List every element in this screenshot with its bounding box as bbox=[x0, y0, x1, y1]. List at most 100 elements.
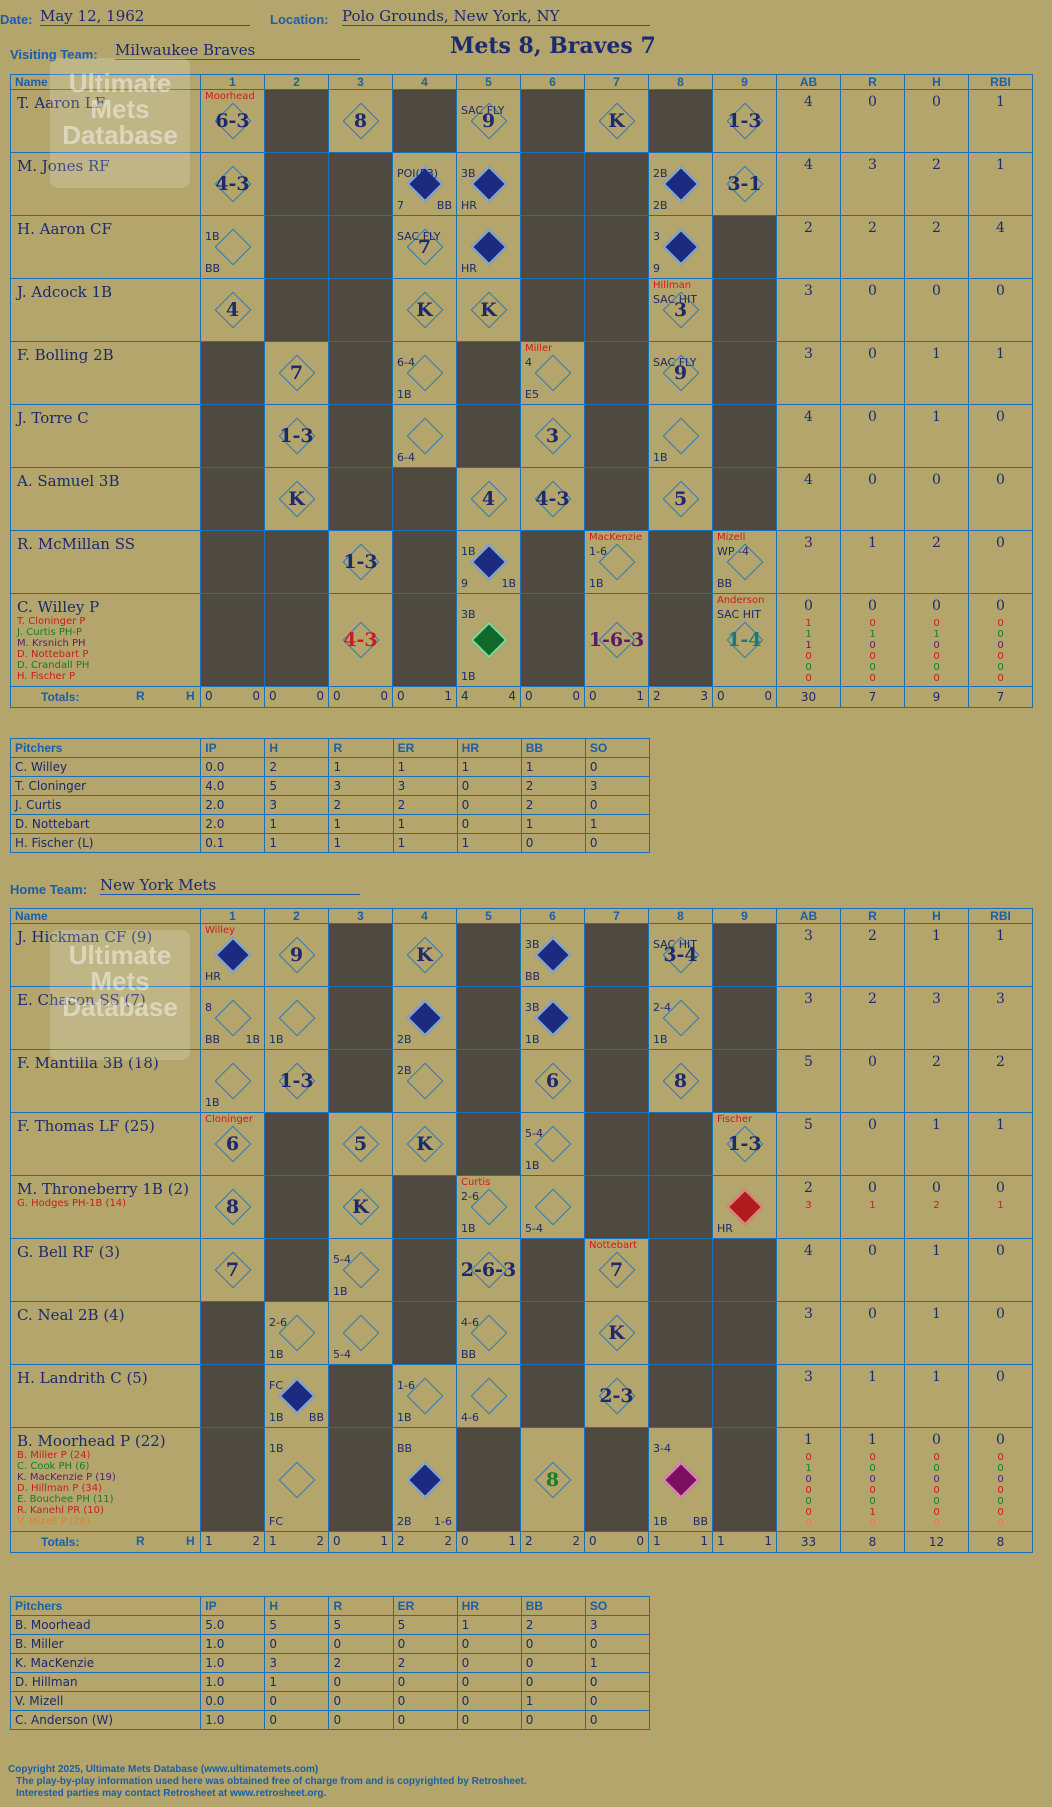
visitor-pitchers-cell: 1 bbox=[456, 757, 522, 777]
visitors-stat-h: 0 bbox=[904, 278, 969, 342]
visitors-hits: 0 bbox=[572, 689, 580, 703]
home-inning-cell bbox=[712, 1364, 777, 1428]
home-label: Home Team: bbox=[10, 882, 88, 897]
visitors-stat-rbi: 0 bbox=[968, 278, 1033, 342]
visitor-pitchers-cell: 0 bbox=[456, 814, 522, 834]
diamond-icon bbox=[406, 1062, 443, 1100]
visitors-inning-cell bbox=[584, 467, 649, 531]
play-result: 6 bbox=[225, 1133, 240, 1155]
visitors-totals-label: Totals: R H bbox=[10, 686, 201, 708]
visitors-inning-cell: 1-6-3 bbox=[584, 593, 649, 687]
play-note: 1B bbox=[205, 1096, 220, 1109]
home-sub-name: K. MacKenzie P (19) bbox=[17, 1472, 116, 1483]
visitor-pitchers-cell: 1 bbox=[520, 814, 586, 834]
home-sub-stat: 0 bbox=[933, 1507, 940, 1518]
home-hits: 2 bbox=[572, 1534, 580, 1548]
substitution-label: Mizell bbox=[717, 532, 746, 543]
visitors-player-row: R. McMillan SS 1-3 1B 9 1B 1-6 1B MacKenzie WP -… bbox=[10, 530, 1033, 594]
home-inning-cell bbox=[328, 1427, 393, 1532]
home-inning-cell bbox=[712, 1049, 777, 1113]
visitors-stat-value: 3 bbox=[868, 157, 877, 173]
visitors-player-label: T. Aaron LF bbox=[17, 94, 106, 112]
home-pitchers-cell: 2 bbox=[520, 1615, 586, 1635]
visitors-inning-cell: HR bbox=[456, 215, 521, 279]
visitors-stat-value: 1 bbox=[996, 346, 1005, 362]
visitor-pitchers-header: Pitchers IP H R ER HR BB SO bbox=[9, 738, 651, 758]
visitors-stat-value: 4 bbox=[804, 472, 813, 488]
diamond-icon bbox=[470, 228, 507, 266]
home-inning-cell: K bbox=[392, 1112, 457, 1176]
play-result: 4-3 bbox=[215, 173, 250, 195]
visitor-pitchers-row: C. Willey 0.0 2 1 1 1 1 0 bbox=[9, 757, 651, 777]
home-stat-value: 0 bbox=[932, 1180, 941, 1196]
home-pitchers-cell: 0 bbox=[520, 1672, 586, 1692]
visitors-inning-cell: K bbox=[392, 278, 457, 342]
visitor-pitchers-cell: C. Willey bbox=[9, 757, 202, 777]
visitors-stat-value: 3 bbox=[804, 535, 813, 551]
home-total-rbi: 8 bbox=[968, 1531, 1033, 1553]
visitors-sub-name: J. Curtis PH-P bbox=[17, 627, 83, 638]
visitor-pitchers-cell: 1 bbox=[328, 833, 394, 853]
visitors-stat-value: 4 bbox=[804, 157, 813, 173]
home-inning-header: 5 bbox=[456, 908, 521, 924]
visitors-runs: 0 bbox=[589, 689, 597, 703]
visitors-sub-stat: 0 bbox=[805, 662, 812, 673]
visitors-player-row: H. Aaron CF 1B BB 7 SAC FLY HR 3 9 2 2 2 4 bbox=[10, 215, 1033, 279]
home-stat-value: 3 bbox=[804, 928, 813, 944]
play-note: 2B bbox=[653, 199, 668, 212]
visitors-totals-row: Totals: R H 0 0 0 0 0 0 0 1 4 4 0 0 0 1 2 3 0 0 30 7 9 7 bbox=[10, 686, 1033, 708]
home-stat-value: 5 bbox=[804, 1117, 813, 1133]
visitors-total-r: 7 bbox=[840, 686, 905, 708]
home-stat-value: 0 bbox=[868, 1180, 877, 1196]
visitors-player-label: M. Jones RF bbox=[17, 157, 110, 175]
home-inning-cell: 8 bbox=[520, 1427, 585, 1532]
visitors-stat-value: 1 bbox=[868, 535, 877, 551]
visitors-inning-cell: 7 bbox=[264, 341, 329, 405]
visitor-pitchers-cell: 2.0 bbox=[200, 795, 266, 815]
home-inning-cell: K bbox=[328, 1175, 393, 1239]
play-result: 9 bbox=[481, 110, 496, 132]
home-pitchers-cell: 1 bbox=[456, 1615, 522, 1635]
play-note: 1B bbox=[269, 1442, 284, 1455]
visitors-stat-value: 4 bbox=[804, 409, 813, 425]
visitors-stat-value: 3 bbox=[804, 283, 813, 299]
visitor-pitchers-cell: 0 bbox=[456, 776, 522, 796]
visitors-stat-h: 1 bbox=[904, 341, 969, 405]
visitor-pitchers-col-header: BB bbox=[520, 738, 586, 758]
play-note: 1B bbox=[501, 577, 516, 590]
home-stat-value: 2 bbox=[996, 1054, 1005, 1070]
home-stat-r: 2 bbox=[840, 923, 905, 987]
visitors-inning-cell bbox=[328, 152, 393, 216]
visitors-hits: 0 bbox=[380, 689, 388, 703]
diamond-icon bbox=[470, 1377, 507, 1415]
home-pitchers-cell: 1 bbox=[520, 1691, 586, 1711]
visitors-stat-rbi: 1 bbox=[968, 89, 1033, 153]
home-player-row: H. Landrith C (5) FC 1B BB 1-6 1B 4-6 2-3 3 1 1 0 bbox=[10, 1364, 1033, 1428]
visitors-stat-value: 0 bbox=[996, 283, 1005, 299]
diamond-icon bbox=[534, 1188, 571, 1226]
visitors-player-name: T. Aaron LF bbox=[10, 89, 201, 153]
home-inning-cell: 5-4 bbox=[328, 1301, 393, 1365]
home-pitchers-col-header: Pitchers bbox=[9, 1596, 202, 1616]
watermark-logo-home: Ultimate Mets Database bbox=[50, 930, 190, 1060]
home-pitchers-cell: 1.0 bbox=[200, 1672, 266, 1692]
home-sub-stat: 0 bbox=[805, 1485, 812, 1496]
substitution-label: Nottebart bbox=[589, 1240, 638, 1251]
visitors-runs: 0 bbox=[717, 689, 725, 703]
home-totals-text: Totals: bbox=[41, 1535, 80, 1549]
home-player-label: B. Moorhead P (22) bbox=[17, 1432, 166, 1450]
visitors-total-rbi: 7 bbox=[968, 686, 1033, 708]
visitors-sub-stat: 1 bbox=[805, 629, 812, 640]
play-result: 6 bbox=[545, 1070, 560, 1092]
visitors-player-label: C. Willey P bbox=[17, 598, 100, 616]
home-stat-value: 1 bbox=[868, 1369, 877, 1385]
visitor-pitchers-cell: 3 bbox=[328, 776, 394, 796]
play-note: 9 bbox=[461, 577, 468, 590]
visitors-inning-cell: 8 bbox=[328, 89, 393, 153]
play-note: 3B bbox=[461, 608, 476, 621]
play-note: 1B bbox=[589, 577, 604, 590]
